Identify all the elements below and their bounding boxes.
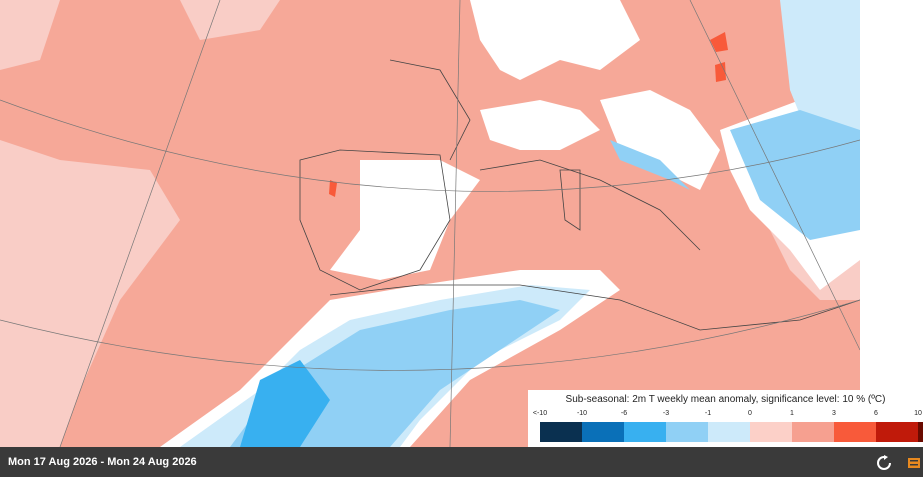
legend-swatch	[750, 422, 792, 442]
legend-tick-label: 6	[874, 410, 878, 417]
legend-swatch	[834, 422, 876, 442]
legend-swatch	[792, 422, 834, 442]
legend-swatch	[876, 422, 918, 442]
footer-bar: Mon 17 Aug 2026 - Mon 24 Aug 2026	[0, 447, 923, 477]
legend-tick-label: -1	[704, 410, 712, 417]
legend: Sub-seasonal: 2m T weekly mean anomaly, …	[528, 390, 923, 447]
legend-tick-label: 3	[832, 410, 836, 417]
legend-tick-label: 0	[748, 410, 752, 417]
legend-colorbar	[528, 422, 923, 442]
legend-tick-label: -10	[576, 410, 588, 417]
legend-swatch	[540, 422, 582, 442]
refresh-icon[interactable]	[876, 455, 892, 471]
legend-tick-label: -6	[620, 410, 628, 417]
legend-title: Sub-seasonal: 2m T weekly mean anomaly, …	[565, 394, 886, 405]
map	[0, 0, 860, 447]
legend-swatch	[582, 422, 624, 442]
legend-swatch	[624, 422, 666, 442]
legend-swatch	[708, 422, 750, 442]
legend-tick-label: -3	[662, 410, 670, 417]
legend-ticks: <-10 -10 -6 -3 -1 0 1 3 6 10	[528, 410, 923, 422]
menu-icon[interactable]	[908, 458, 920, 468]
legend-tick-label: <-10	[532, 410, 548, 417]
date-range: Mon 17 Aug 2026 - Mon 24 Aug 2026	[8, 456, 197, 468]
legend-tick-label: 1	[790, 410, 794, 417]
legend-swatch	[918, 422, 923, 442]
legend-swatch	[666, 422, 708, 442]
legend-tick-label: 10	[914, 410, 922, 417]
